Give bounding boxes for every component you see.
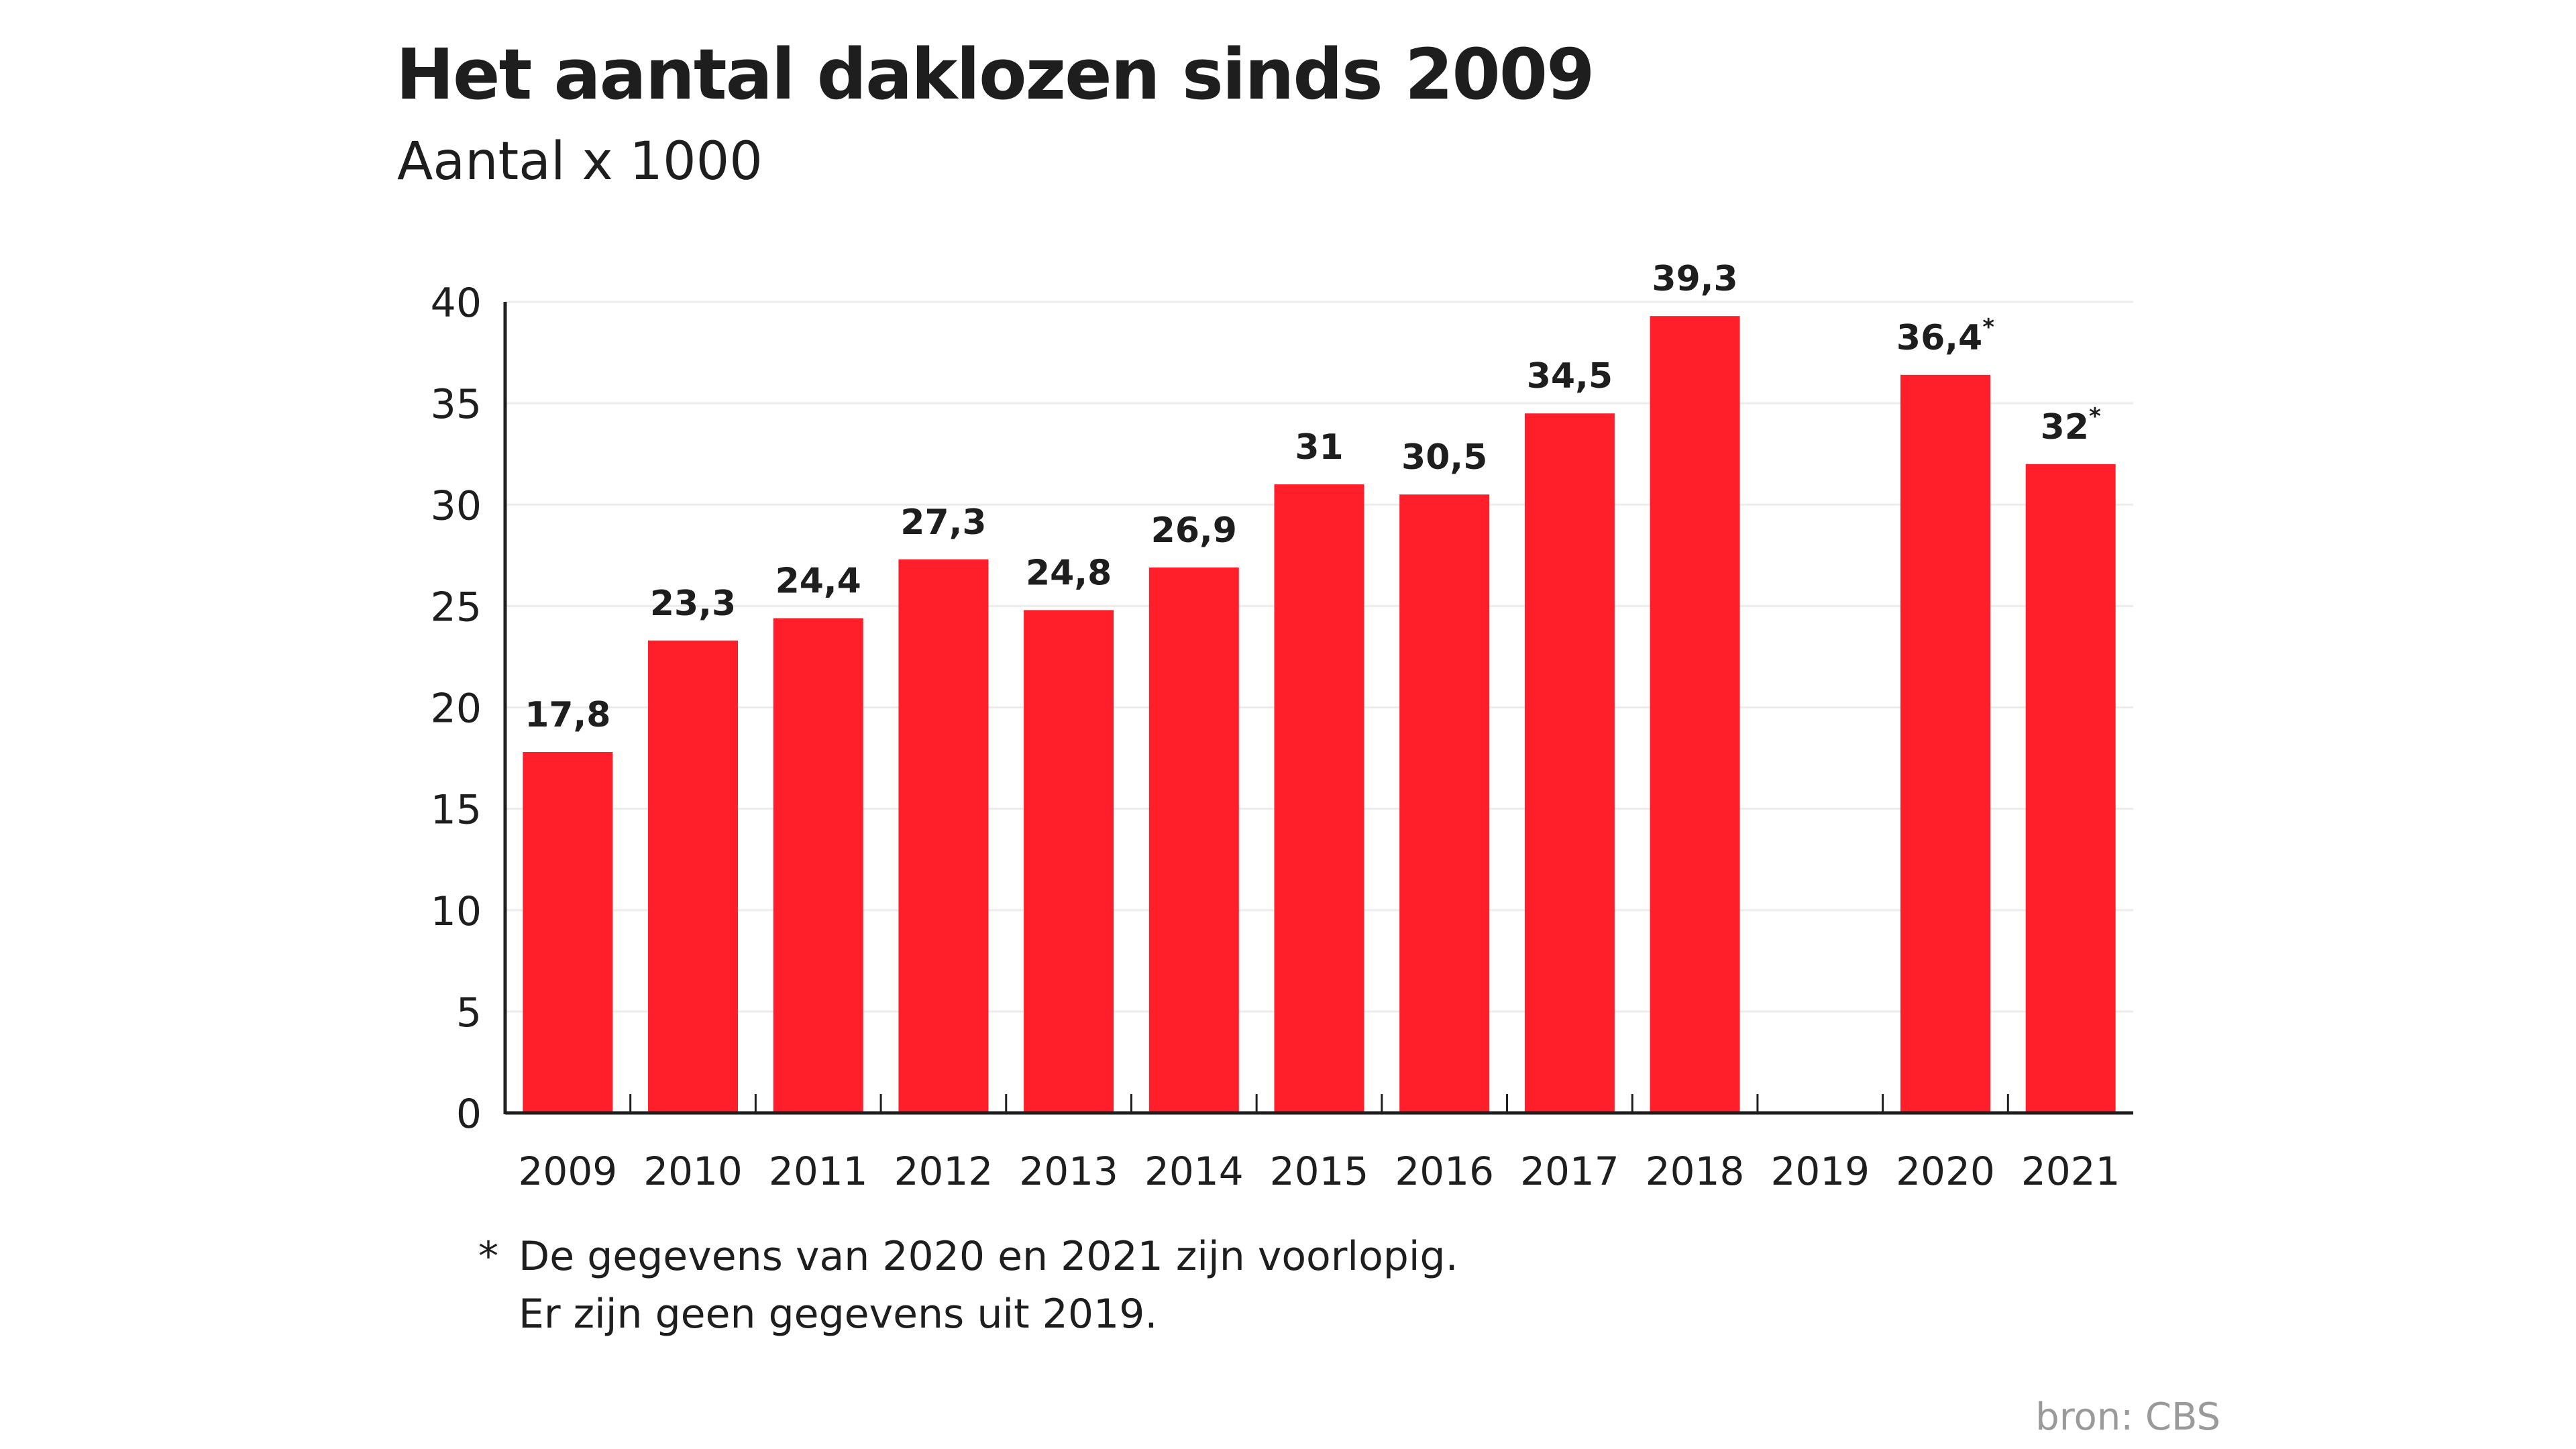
y-tick-label: 25	[431, 584, 482, 631]
bar	[1024, 610, 1114, 1113]
x-tick-label: 2018	[1646, 1148, 1745, 1194]
y-tick-label: 5	[456, 989, 482, 1036]
bar	[648, 640, 739, 1113]
bar	[1650, 316, 1740, 1114]
footnote-line-2: Er zijn geen gegevens uit 2019.	[519, 1291, 1158, 1338]
x-tick-label: 2019	[1770, 1148, 1870, 1194]
provisional-marker: *	[1982, 314, 1994, 341]
x-tick-label: 2020	[1896, 1148, 1995, 1194]
data-label: 36,4*	[1896, 314, 1994, 358]
y-tick-label: 20	[431, 686, 482, 733]
bar	[1524, 413, 1615, 1113]
data-label: 26,9	[1151, 511, 1237, 551]
x-tick-label: 2016	[1395, 1148, 1494, 1194]
footnote-line-1: De gegevens van 2020 en 2021 zijn voorlo…	[519, 1233, 1458, 1280]
provisional-marker: *	[2089, 403, 2101, 430]
x-tick-label: 2017	[1520, 1148, 1619, 1194]
data-label: 17,8	[525, 695, 610, 735]
data-label: 24,4	[775, 561, 861, 602]
y-tick-label: 10	[431, 888, 482, 935]
bar	[1274, 484, 1364, 1113]
data-label: 34,5	[1527, 356, 1613, 396]
data-label: 30,5	[1401, 437, 1487, 478]
y-tick-label: 30	[431, 482, 482, 529]
bar	[898, 559, 989, 1113]
x-tick-label: 2014	[1144, 1148, 1244, 1194]
source-credit: bron: CBS	[2035, 1395, 2220, 1439]
chart-subtitle: Aantal x 1000	[397, 131, 763, 192]
x-tick-label: 2021	[2021, 1148, 2121, 1194]
y-tick-label: 15	[431, 787, 482, 834]
data-label: 23,3	[650, 584, 736, 624]
data-label: 32*	[2041, 403, 2101, 447]
bar	[523, 751, 613, 1113]
data-label: 27,3	[900, 502, 986, 543]
data-label: 31	[1295, 427, 1343, 468]
x-tick-label: 2012	[894, 1148, 994, 1194]
y-tick-label: 35	[431, 381, 482, 428]
y-tick-label: 0	[456, 1091, 482, 1138]
x-tick-label: 2011	[769, 1148, 868, 1194]
data-label: 24,8	[1026, 553, 1112, 593]
bar	[2025, 464, 2116, 1113]
footnote-marker: *	[478, 1233, 498, 1280]
chart-title: Het aantal daklozen sinds 2009	[396, 34, 1595, 115]
bar	[1900, 374, 1990, 1113]
y-tick-label: 40	[431, 280, 482, 327]
x-tick-label: 2015	[1270, 1148, 1369, 1194]
x-tick-label: 2013	[1019, 1148, 1118, 1194]
data-label: 39,3	[1652, 259, 1737, 299]
bar	[1148, 567, 1239, 1113]
bar	[1399, 494, 1490, 1113]
x-tick-label: 2009	[519, 1148, 618, 1194]
footnote: * De gegevens van 2020 en 2021 zijn voor…	[478, 1228, 1458, 1343]
x-tick-label: 2010	[643, 1148, 743, 1194]
bar	[773, 618, 863, 1113]
